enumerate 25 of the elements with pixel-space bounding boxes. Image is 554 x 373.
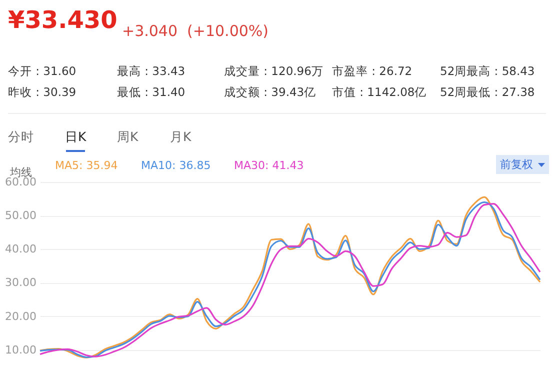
text: 周K [117, 129, 138, 146]
text: ¥33.430 [8, 6, 118, 34]
text: MA30: 41.43 [234, 158, 304, 172]
text: 市盈率 : 26.72 [332, 64, 412, 79]
text: 52周最低 : 27.38 [440, 85, 535, 100]
text: 成交额 : 39.43亿 [224, 85, 316, 100]
y-tick-label: 40.00 [5, 242, 36, 256]
y-tick-label: 10.00 [5, 343, 36, 356]
text: 最低 : 31.40 [117, 85, 186, 100]
text: 52周最高 : 58.43 [440, 64, 535, 79]
text: MA10: 36.85 [141, 158, 211, 172]
y-tick-label: 30.00 [5, 276, 36, 290]
y-tick-label: 20.00 [5, 310, 36, 323]
text: 今开 : 31.60 [8, 64, 76, 79]
text: 分时 [8, 129, 34, 146]
text: 前复权 [496, 155, 549, 174]
y-tick-label: 50.00 [5, 209, 36, 222]
text: 最高 : 33.43 [117, 64, 186, 79]
text: 月K [170, 129, 192, 146]
text: 日K [65, 129, 86, 146]
text: 昨收 : 30.39 [8, 85, 76, 100]
text: MA5: 35.94 [55, 158, 118, 172]
text: +3.040 (+10.00%) [122, 22, 269, 40]
text: 市值 : 1142.08亿 [332, 85, 427, 100]
text: 成交量 : 120.96万 [224, 64, 324, 79]
